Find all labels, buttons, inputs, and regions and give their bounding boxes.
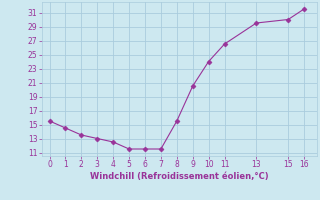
- X-axis label: Windchill (Refroidissement éolien,°C): Windchill (Refroidissement éolien,°C): [90, 172, 268, 181]
